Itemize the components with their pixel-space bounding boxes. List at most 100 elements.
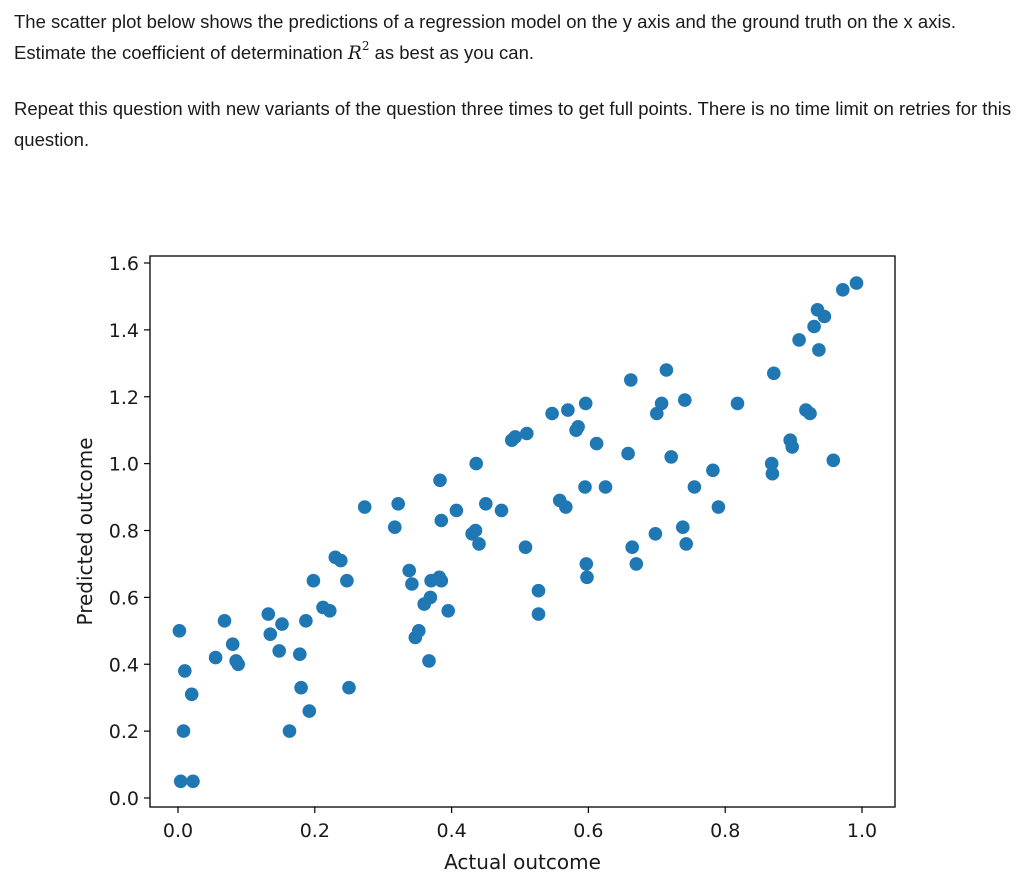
data-point	[803, 406, 817, 421]
data-point	[711, 500, 726, 514]
data-point	[571, 420, 585, 434]
data-point	[625, 540, 639, 554]
data-point	[817, 309, 832, 324]
x-tick-label: 0.0	[163, 820, 193, 842]
data-point	[423, 590, 438, 605]
data-point	[449, 503, 464, 518]
data-point	[405, 577, 419, 591]
data-point	[706, 463, 720, 478]
data-point	[231, 657, 245, 672]
data-point	[282, 724, 297, 738]
data-point	[624, 373, 638, 387]
data-point	[225, 637, 240, 651]
data-point	[294, 680, 308, 695]
data-point	[479, 497, 493, 511]
data-point	[654, 396, 669, 411]
data-point	[306, 573, 321, 588]
data-point	[469, 456, 484, 471]
x-tick-label: 1.0	[847, 820, 877, 842]
y-tick-label: 1.2	[109, 387, 139, 409]
data-point	[263, 627, 278, 641]
data-point	[836, 283, 850, 297]
y-tick-label: 0.8	[109, 521, 139, 543]
y-tick-label: 0.2	[109, 721, 139, 743]
r-squared-symbol: R2	[347, 40, 370, 64]
data-point	[659, 363, 674, 377]
data-point	[578, 480, 592, 494]
y-axis-label: Predicted outcome	[73, 437, 97, 625]
data-point	[422, 654, 436, 668]
r-symbol: R	[347, 43, 362, 64]
data-point	[412, 624, 426, 638]
y-tick-label: 1.0	[109, 454, 139, 476]
data-point	[272, 644, 287, 658]
question-paragraph-2: Repeat this question with new variants o…	[14, 98, 1012, 150]
data-point	[302, 704, 317, 718]
question-line1-before: The scatter plot below shows the predict…	[14, 11, 956, 63]
data-point	[589, 436, 604, 451]
data-point	[826, 453, 841, 468]
data-point	[765, 466, 780, 481]
y-axis-ticks: 0.0 0.2 0.4 0.6 0.8 1.0 1.2 1.4 1.6	[109, 253, 150, 810]
data-point	[812, 343, 826, 357]
data-point	[173, 774, 188, 789]
data-point	[275, 617, 289, 631]
data-point	[687, 480, 702, 494]
data-point	[299, 614, 313, 628]
data-point	[664, 450, 678, 464]
data-point	[494, 503, 509, 518]
data-point	[357, 500, 372, 514]
r-exponent: 2	[361, 39, 370, 53]
data-point	[402, 563, 417, 578]
y-tick-label: 0.0	[109, 788, 139, 810]
data-point	[764, 456, 779, 471]
y-tick-label: 0.6	[109, 587, 139, 609]
data-point	[545, 406, 559, 421]
data-point	[807, 319, 821, 334]
data-point	[531, 583, 546, 598]
y-tick-label: 0.4	[109, 654, 139, 676]
data-point	[441, 604, 456, 618]
x-axis-label: Actual outcome	[444, 850, 601, 874]
data-point	[676, 520, 690, 534]
data-point	[208, 650, 223, 665]
data-point	[342, 680, 356, 695]
data-point	[334, 553, 348, 568]
data-point	[323, 604, 337, 618]
data-point	[730, 396, 745, 411]
data-point	[679, 537, 693, 551]
data-point	[176, 724, 191, 738]
data-point	[598, 480, 613, 494]
question-paragraph-1: The scatter plot below shows the predict…	[14, 6, 1014, 69]
data-point	[434, 573, 449, 588]
data-point	[184, 687, 199, 702]
data-point	[629, 557, 644, 571]
data-point	[849, 276, 864, 290]
data-point	[578, 396, 593, 411]
data-point	[518, 540, 533, 554]
data-point	[172, 624, 187, 638]
data-point	[559, 500, 573, 514]
data-point	[468, 523, 483, 538]
x-tick-label: 0.2	[300, 820, 330, 842]
data-point	[178, 664, 192, 678]
data-point	[261, 607, 276, 621]
data-point	[472, 537, 486, 551]
data-point	[767, 366, 781, 381]
data-point	[531, 607, 546, 621]
data-point	[388, 520, 402, 534]
data-point	[650, 406, 664, 421]
data-point	[792, 333, 806, 347]
question-line1-after: as best as you can.	[369, 42, 534, 63]
data-point	[648, 527, 663, 541]
data-point	[340, 573, 354, 588]
data-point	[293, 647, 307, 661]
x-tick-label: 0.6	[573, 820, 603, 842]
data-point	[785, 440, 799, 454]
x-axis-ticks: 0.0 0.2 0.4 0.6 0.8 1.0	[163, 807, 877, 842]
data-point	[561, 403, 575, 417]
data-point	[580, 570, 594, 585]
data-point	[217, 614, 232, 628]
data-point	[621, 446, 635, 461]
